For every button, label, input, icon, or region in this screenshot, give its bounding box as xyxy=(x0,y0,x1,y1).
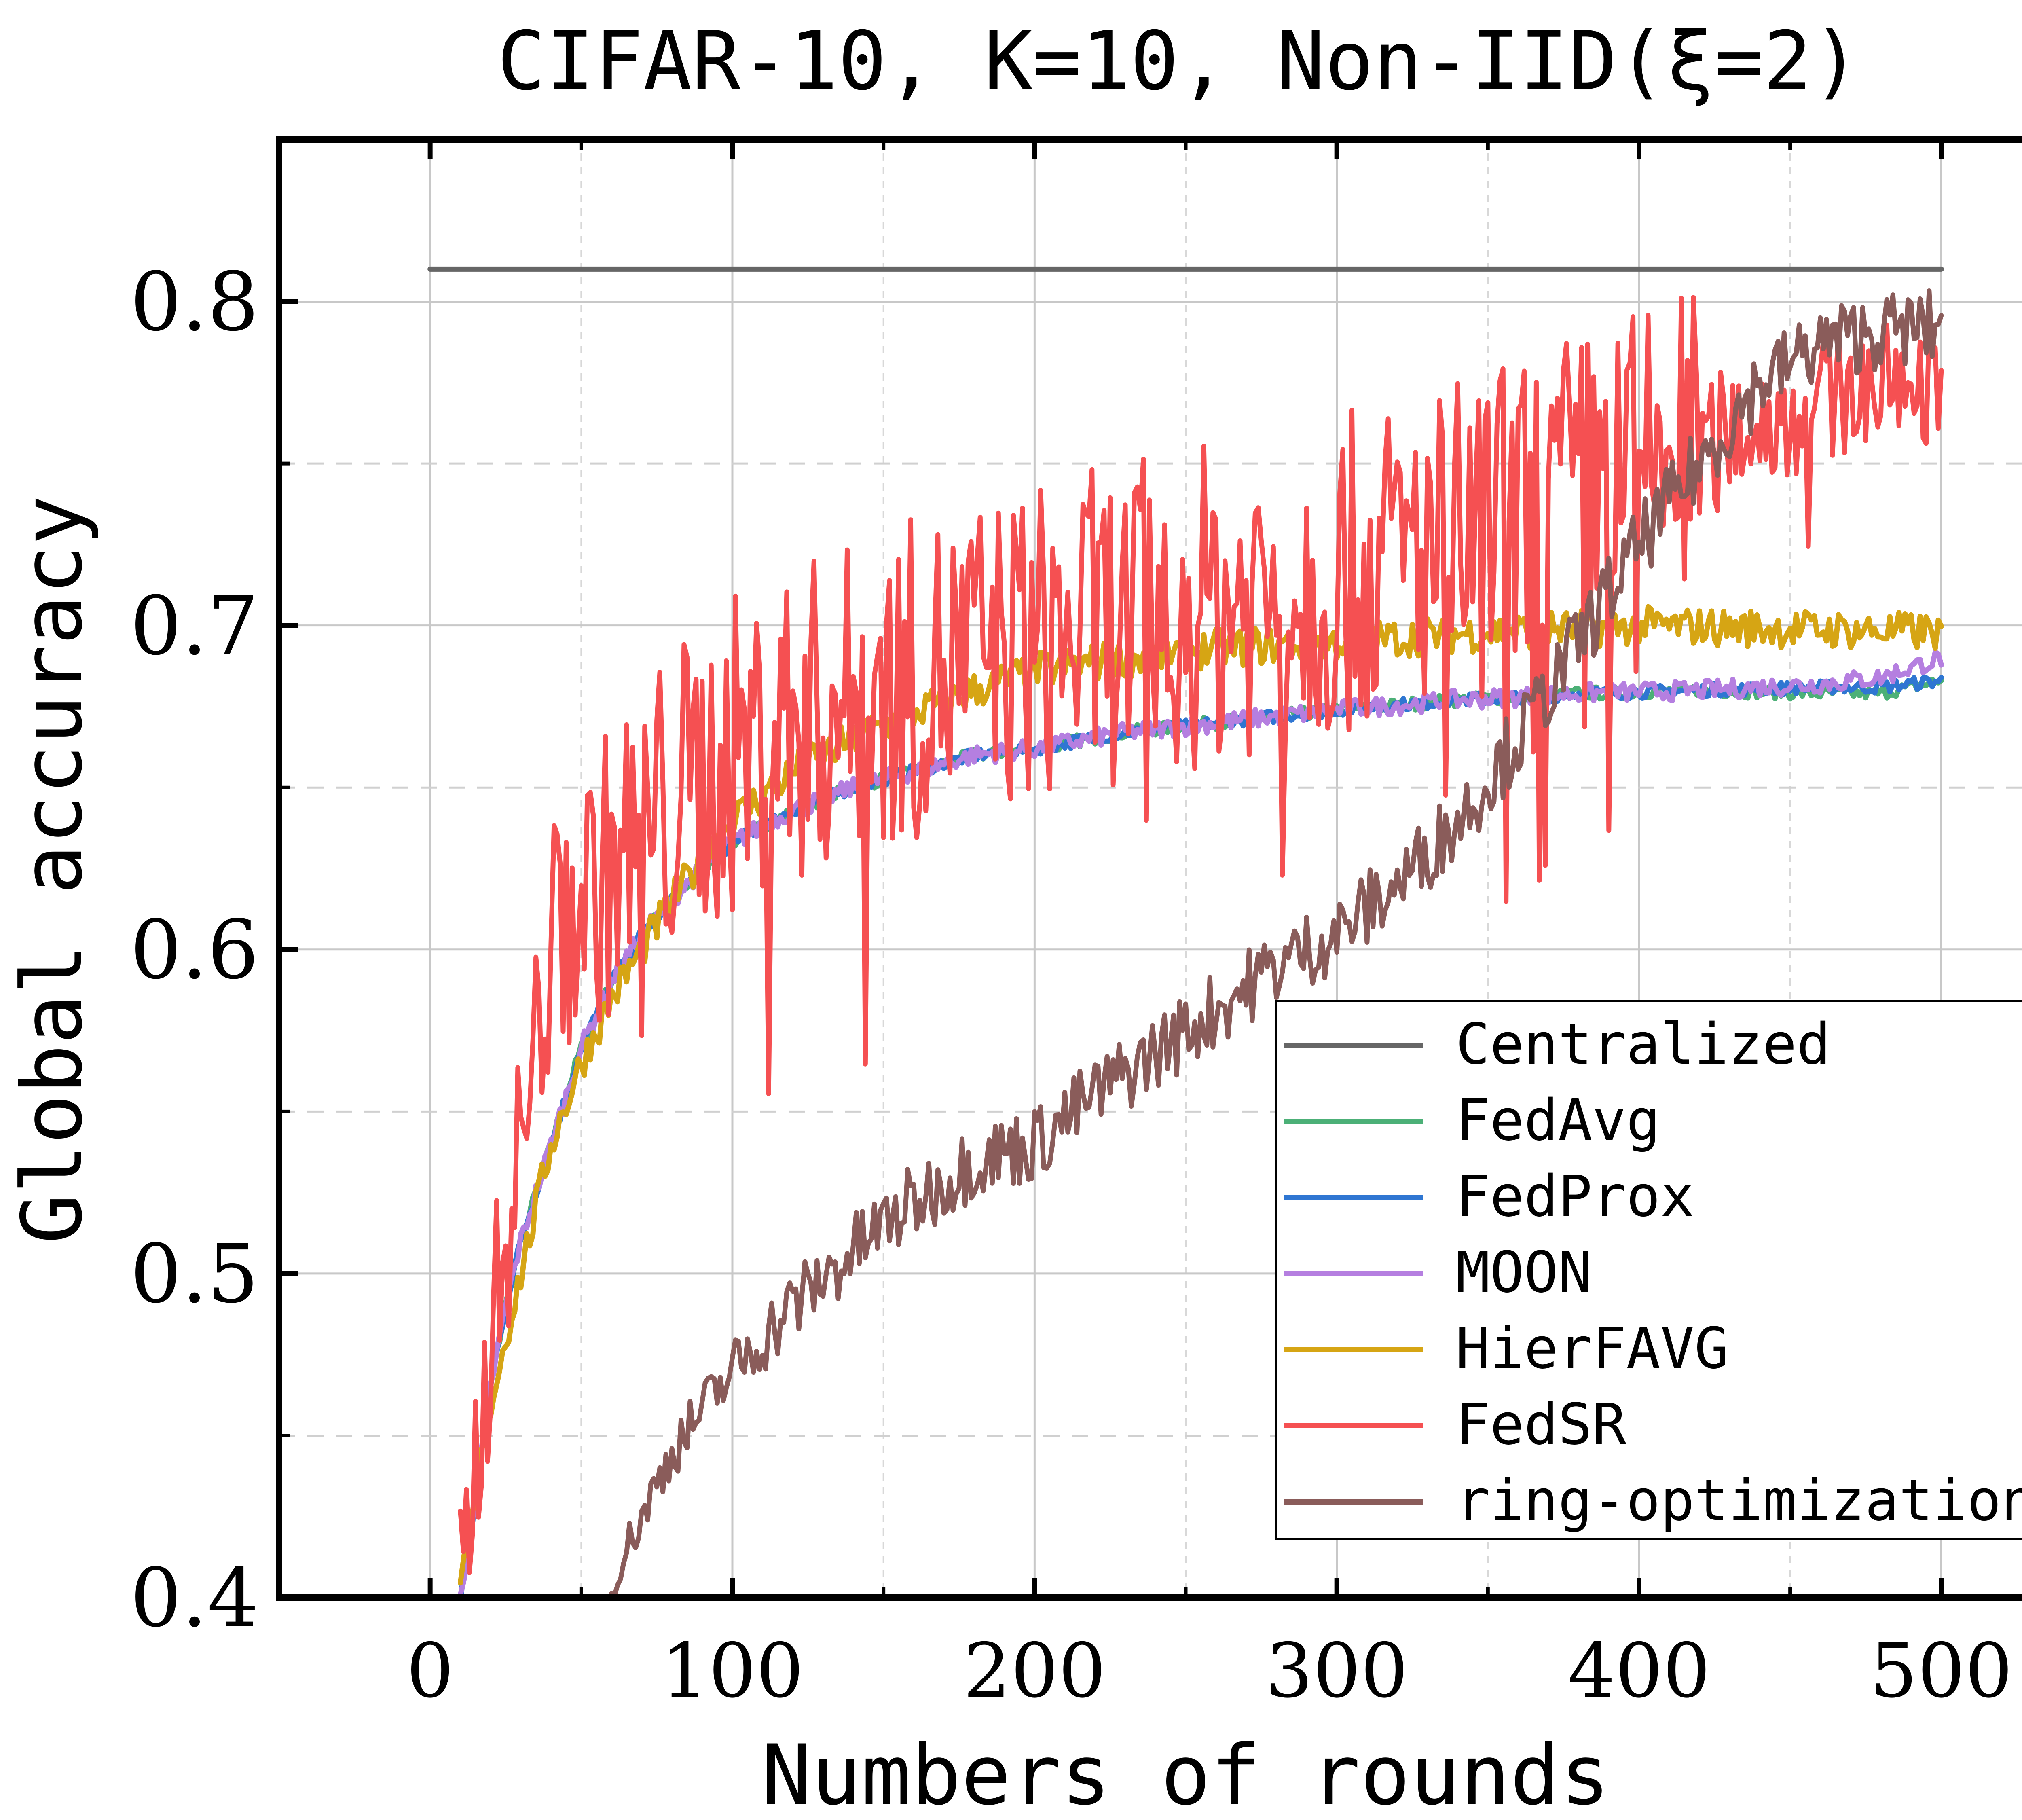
legend-box xyxy=(1275,1000,2022,1540)
legend-label: FedProx xyxy=(1456,1164,1694,1230)
x-tick-label: 400 xyxy=(1567,1627,1710,1714)
legend-label: HierFAVG xyxy=(1456,1316,1728,1382)
legend-label: FedAvg xyxy=(1456,1088,1660,1153)
x-tick-label: 0 xyxy=(406,1627,454,1714)
x-tick-label: 300 xyxy=(1265,1627,1408,1714)
legend-label: FedSR xyxy=(1456,1392,1626,1458)
legend: Centralized FedAvg FedProx MOON HierFAVG FedS… xyxy=(1275,1000,2022,1540)
x-axis-label: Numbers of rounds xyxy=(761,1727,1610,1820)
axis-ticks xyxy=(279,140,1944,1600)
y-tick-label: 0.6 xyxy=(130,903,259,997)
x-tick-label: 200 xyxy=(963,1627,1106,1714)
chart-title: CIFAR-10, K=10, Non-IID(ξ=2) xyxy=(497,14,1860,108)
series-line-ring-optimization xyxy=(609,288,1944,1598)
x-tick-label: 500 xyxy=(1870,1627,2013,1714)
legend-label: MOON xyxy=(1456,1240,1592,1306)
y-tick-label: 0.7 xyxy=(130,579,259,673)
series-lines xyxy=(427,266,1944,1598)
y-tick-label: 0.8 xyxy=(130,255,259,349)
y-tick-label: 0.4 xyxy=(130,1551,259,1645)
y-tick-label: 0.5 xyxy=(130,1227,259,1321)
series-line-fedsr xyxy=(458,295,1944,1575)
y-tick-labels: 0.4 0.5 0.6 0.7 0.8 xyxy=(130,255,259,1645)
y-axis-label: Global accuracy xyxy=(4,495,101,1244)
legend-label: Centralized xyxy=(1456,1012,1831,1077)
x-tick-labels: 0 100 200 300 400 500 xyxy=(406,1627,2013,1714)
x-tick-label: 100 xyxy=(661,1627,804,1714)
legend-label: ring-optimization xyxy=(1456,1468,2022,1534)
